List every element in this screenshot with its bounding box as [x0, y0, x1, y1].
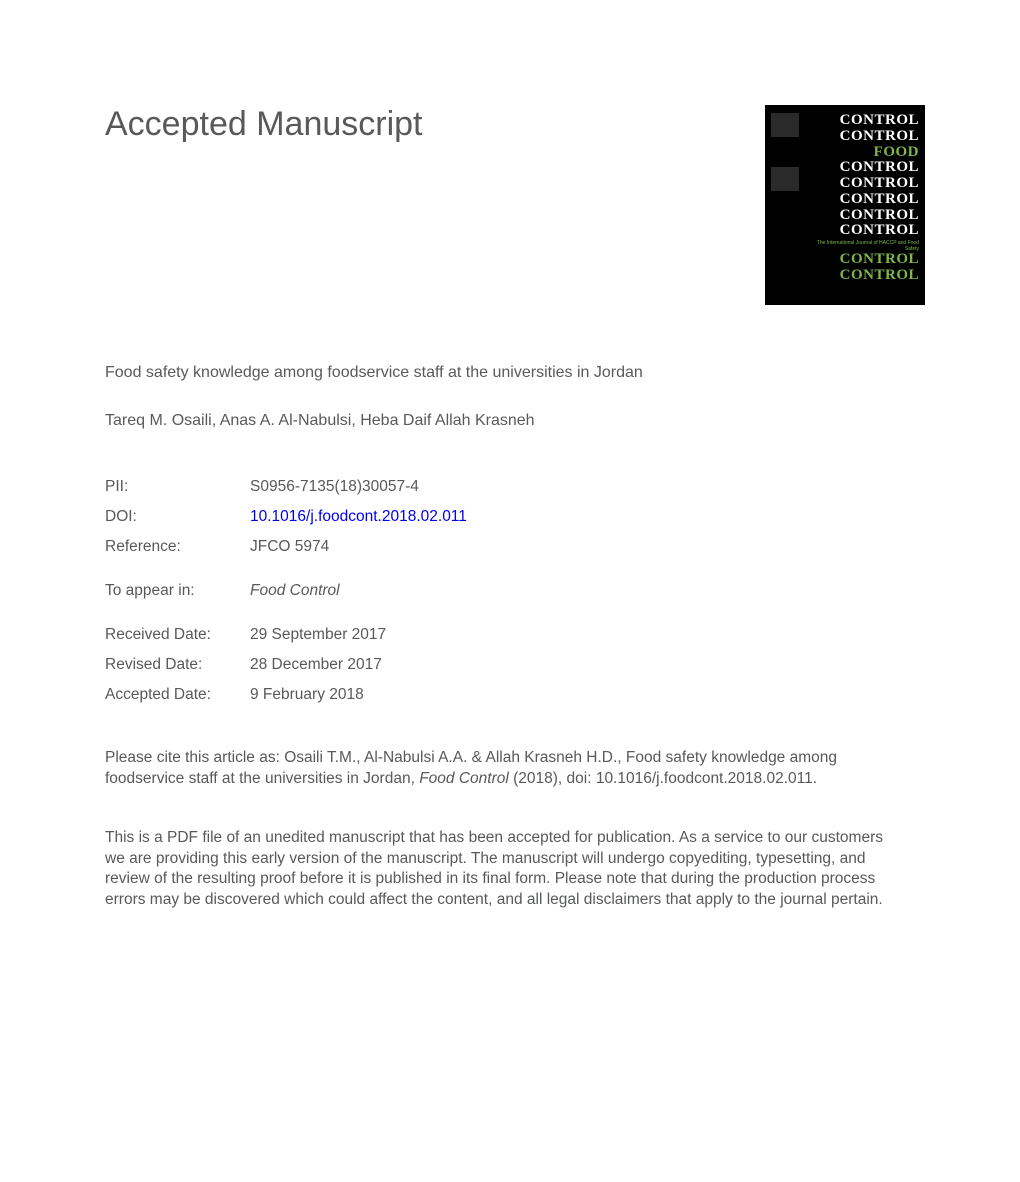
spacer	[105, 612, 925, 626]
meta-row-received: Received Date: 29 September 2017	[105, 626, 925, 644]
citation-text: Please cite this article as: Osaili T.M.…	[105, 748, 885, 790]
meta-value-accepted: 9 February 2018	[250, 686, 364, 704]
meta-value-reference: JFCO 5974	[250, 538, 329, 556]
spacer	[105, 568, 925, 582]
cover-line: CONTROL	[803, 129, 919, 145]
citation-suffix: (2018), doi: 10.1016/j.foodcont.2018.02.…	[509, 770, 817, 787]
citation-journal: Food Control	[419, 770, 509, 787]
journal-cover-thumbnail: CONTROL CONTROL FOOD CONTROL CONTROL CON…	[765, 105, 925, 305]
doi-link[interactable]: 10.1016/j.foodcont.2018.02.011	[250, 508, 467, 526]
manuscript-page: Accepted Manuscript CONTROL CONTROL FOOD…	[0, 0, 1020, 911]
meta-label: Received Date:	[105, 626, 250, 644]
meta-label: DOI:	[105, 508, 250, 526]
authors-list: Tareq M. Osaili, Anas A. Al-Nabulsi, Heb…	[105, 412, 925, 430]
meta-label: To appear in:	[105, 582, 250, 600]
meta-value-journal: Food Control	[250, 582, 340, 600]
meta-row-doi: DOI: 10.1016/j.foodcont.2018.02.011	[105, 508, 925, 526]
meta-value-revised: 28 December 2017	[250, 656, 382, 674]
header-row: Accepted Manuscript CONTROL CONTROL FOOD…	[105, 105, 925, 305]
cover-secondary-logo-icon	[771, 167, 799, 191]
meta-row-accepted: Accepted Date: 9 February 2018	[105, 686, 925, 704]
cover-line: CONTROL	[803, 252, 919, 268]
meta-label: PII:	[105, 478, 250, 496]
disclaimer-text: This is a PDF file of an unedited manusc…	[105, 828, 905, 912]
cover-line: CONTROL	[803, 268, 919, 284]
cover-line: CONTROL	[803, 113, 919, 129]
cover-line: CONTROL	[803, 223, 919, 239]
metadata-table: PII: S0956-7135(18)30057-4 DOI: 10.1016/…	[105, 478, 925, 704]
cover-line: CONTROL	[803, 192, 919, 208]
cover-line-food: FOOD CONTROL	[803, 145, 919, 177]
meta-value-received: 29 September 2017	[250, 626, 386, 644]
meta-row-revised: Revised Date: 28 December 2017	[105, 656, 925, 674]
meta-row-pii: PII: S0956-7135(18)30057-4	[105, 478, 925, 496]
meta-label: Reference:	[105, 538, 250, 556]
cover-title-block: CONTROL CONTROL FOOD CONTROL CONTROL CON…	[803, 113, 919, 284]
meta-label: Accepted Date:	[105, 686, 250, 704]
publisher-logo-icon	[771, 113, 799, 137]
cover-line: CONTROL	[803, 208, 919, 224]
cover-line: CONTROL	[803, 176, 919, 192]
meta-value-pii: S0956-7135(18)30057-4	[250, 478, 419, 496]
meta-row-reference: Reference: JFCO 5974	[105, 538, 925, 556]
cover-top-row: CONTROL CONTROL FOOD CONTROL CONTROL CON…	[771, 113, 919, 284]
page-heading: Accepted Manuscript	[105, 105, 423, 144]
meta-label: Revised Date:	[105, 656, 250, 674]
article-title: Food safety knowledge among foodservice …	[105, 363, 925, 384]
meta-row-appear: To appear in: Food Control	[105, 582, 925, 600]
